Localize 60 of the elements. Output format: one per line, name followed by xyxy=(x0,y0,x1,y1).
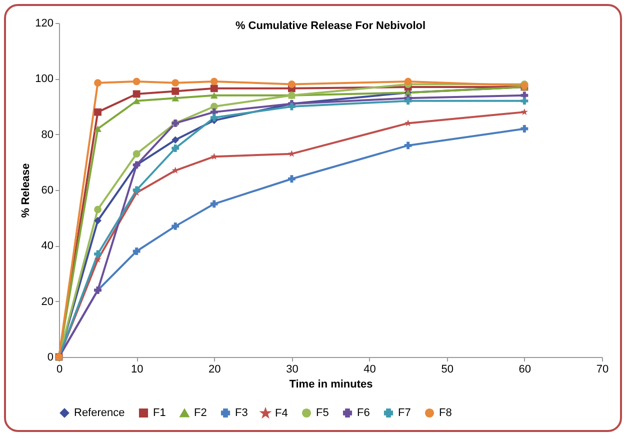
y-tick-label: 80 xyxy=(41,128,54,141)
legend-label: F5 xyxy=(316,406,329,419)
y-tick-label: 100 xyxy=(35,73,54,86)
x-tick-label: 0 xyxy=(56,364,63,376)
legend-label: F1 xyxy=(153,406,166,419)
y-tick-label: 0 xyxy=(47,352,54,364)
y-tick-label: 120 xyxy=(35,18,54,30)
point xyxy=(94,108,102,116)
point xyxy=(132,98,140,104)
point xyxy=(210,78,218,86)
point xyxy=(172,94,180,102)
point xyxy=(94,250,102,258)
x-tick-label: 30 xyxy=(286,364,298,376)
point xyxy=(132,78,140,86)
y-axis-title: % Release xyxy=(20,163,32,218)
point xyxy=(404,97,412,105)
legend-label: Reference xyxy=(74,406,125,419)
y-tick-label: 40 xyxy=(41,240,54,252)
point xyxy=(172,136,180,144)
point xyxy=(132,90,140,98)
x-tick-label: 60 xyxy=(518,364,532,376)
point xyxy=(520,108,528,116)
y-tick-label: 20 xyxy=(41,296,54,308)
point xyxy=(172,222,180,230)
y-tick-label: 60 xyxy=(41,184,54,196)
point xyxy=(210,92,218,99)
legend-label: F7 xyxy=(398,406,411,419)
x-tick-label: 40 xyxy=(364,364,376,376)
point xyxy=(172,144,180,152)
legend-label: F6 xyxy=(357,406,370,419)
chart-title: % Cumulative Release For Nebivolol xyxy=(235,20,426,32)
legend-label: F2 xyxy=(194,407,207,420)
x-axis-title: Time in minutes xyxy=(289,378,373,390)
point xyxy=(172,79,180,87)
point xyxy=(404,78,412,86)
point xyxy=(288,175,296,183)
point xyxy=(94,216,102,224)
point xyxy=(94,206,102,214)
point xyxy=(288,102,296,110)
legend-label: F8 xyxy=(439,406,452,419)
point xyxy=(520,125,528,132)
point xyxy=(520,97,528,105)
point xyxy=(210,114,218,122)
legend-label: F4 xyxy=(275,407,288,420)
point xyxy=(172,87,180,95)
point xyxy=(210,200,218,208)
x-tick-label: 50 xyxy=(441,364,454,376)
point xyxy=(210,152,218,160)
legend-label: F3 xyxy=(235,406,248,419)
point xyxy=(132,150,140,158)
point xyxy=(288,80,296,88)
point xyxy=(132,248,140,255)
point xyxy=(404,142,412,150)
x-tick-label: 70 xyxy=(596,364,609,376)
x-tick-label: 10 xyxy=(130,364,144,376)
x-tick-label: 20 xyxy=(208,364,221,376)
point xyxy=(132,186,140,194)
point xyxy=(210,84,218,92)
point xyxy=(94,79,102,87)
point xyxy=(94,126,102,132)
